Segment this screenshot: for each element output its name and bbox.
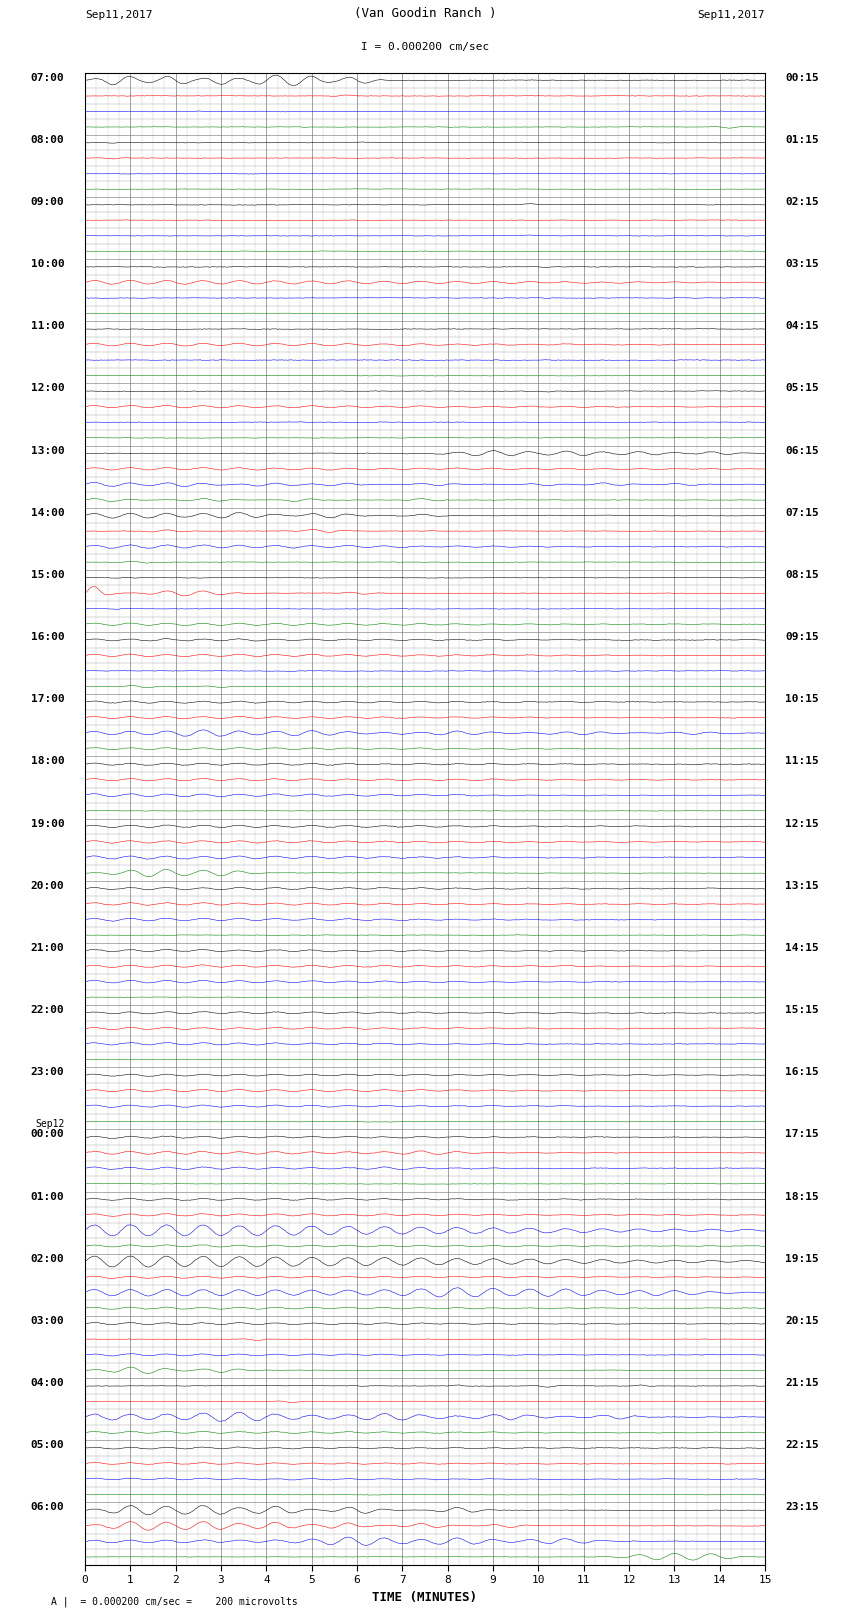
Text: 05:00: 05:00 <box>31 1440 65 1450</box>
Text: 15:15: 15:15 <box>785 1005 819 1015</box>
Text: 06:15: 06:15 <box>785 445 819 455</box>
Text: 07:15: 07:15 <box>785 508 819 518</box>
Text: 04:00: 04:00 <box>31 1378 65 1389</box>
Text: 23:15: 23:15 <box>785 1502 819 1513</box>
Text: 00:15: 00:15 <box>785 73 819 82</box>
Text: 02:15: 02:15 <box>785 197 819 206</box>
Text: 00:00: 00:00 <box>31 1129 65 1139</box>
Text: 17:15: 17:15 <box>785 1129 819 1139</box>
Text: 20:00: 20:00 <box>31 881 65 890</box>
Text: Sep11,2017: Sep11,2017 <box>85 10 152 21</box>
Text: 23:00: 23:00 <box>31 1068 65 1077</box>
Text: 10:15: 10:15 <box>785 694 819 705</box>
Text: 03:00: 03:00 <box>31 1316 65 1326</box>
Text: 09:15: 09:15 <box>785 632 819 642</box>
Text: 02:00: 02:00 <box>31 1253 65 1263</box>
Text: 06:00: 06:00 <box>31 1502 65 1513</box>
Text: 03:15: 03:15 <box>785 260 819 269</box>
Text: 13:15: 13:15 <box>785 881 819 890</box>
Text: 16:15: 16:15 <box>785 1068 819 1077</box>
Text: 18:15: 18:15 <box>785 1192 819 1202</box>
Text: 22:15: 22:15 <box>785 1440 819 1450</box>
Text: 09:00: 09:00 <box>31 197 65 206</box>
Text: 18:00: 18:00 <box>31 756 65 766</box>
X-axis label: TIME (MINUTES): TIME (MINUTES) <box>372 1590 478 1603</box>
Text: 17:00: 17:00 <box>31 694 65 705</box>
Text: 16:00: 16:00 <box>31 632 65 642</box>
Text: 08:00: 08:00 <box>31 135 65 145</box>
Text: 04:15: 04:15 <box>785 321 819 331</box>
Text: 14:15: 14:15 <box>785 944 819 953</box>
Text: I = 0.000200 cm/sec: I = 0.000200 cm/sec <box>361 42 489 52</box>
Text: 15:00: 15:00 <box>31 569 65 581</box>
Text: 07:00: 07:00 <box>31 73 65 82</box>
Text: 14:00: 14:00 <box>31 508 65 518</box>
Text: 08:15: 08:15 <box>785 569 819 581</box>
Text: 20:15: 20:15 <box>785 1316 819 1326</box>
Text: 13:00: 13:00 <box>31 445 65 455</box>
Text: 21:00: 21:00 <box>31 944 65 953</box>
Text: (Van Goodin Ranch ): (Van Goodin Ranch ) <box>354 8 496 21</box>
Text: 12:15: 12:15 <box>785 819 819 829</box>
Text: 22:00: 22:00 <box>31 1005 65 1015</box>
Text: Sep12: Sep12 <box>35 1119 65 1129</box>
Text: Sep11,2017: Sep11,2017 <box>698 10 765 21</box>
Text: 01:00: 01:00 <box>31 1192 65 1202</box>
Text: 21:15: 21:15 <box>785 1378 819 1389</box>
Text: 10:00: 10:00 <box>31 260 65 269</box>
Text: 05:15: 05:15 <box>785 384 819 394</box>
Text: 19:15: 19:15 <box>785 1253 819 1263</box>
Text: 01:15: 01:15 <box>785 135 819 145</box>
Text: 11:15: 11:15 <box>785 756 819 766</box>
Text: 19:00: 19:00 <box>31 819 65 829</box>
Text: 11:00: 11:00 <box>31 321 65 331</box>
Text: A |  = 0.000200 cm/sec =    200 microvolts: A | = 0.000200 cm/sec = 200 microvolts <box>51 1595 298 1607</box>
Text: 12:00: 12:00 <box>31 384 65 394</box>
